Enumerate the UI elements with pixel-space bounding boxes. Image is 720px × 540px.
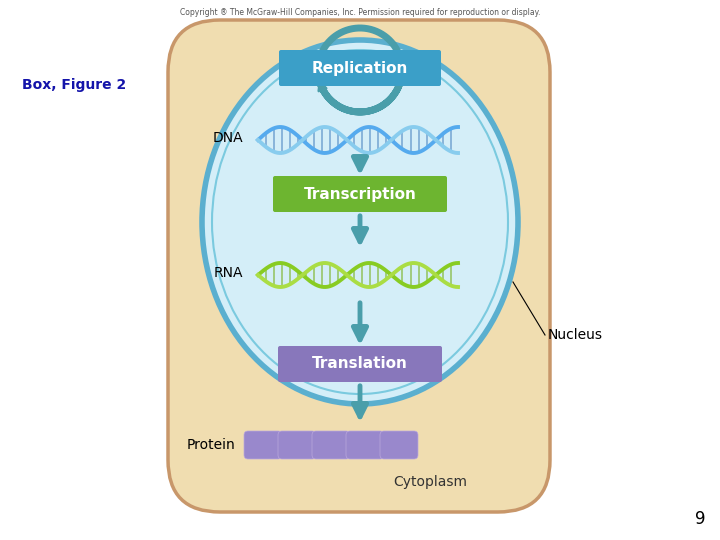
Text: Copyright ® The McGraw-Hill Companies, Inc. Permission required for reproduction: Copyright ® The McGraw-Hill Companies, I…	[180, 8, 540, 17]
Text: Box, Figure 2: Box, Figure 2	[22, 78, 126, 92]
Text: Translation: Translation	[312, 356, 408, 372]
Text: 9: 9	[696, 510, 706, 528]
Text: Replication: Replication	[312, 60, 408, 76]
Text: DNA: DNA	[212, 131, 243, 145]
FancyBboxPatch shape	[278, 346, 442, 382]
FancyBboxPatch shape	[168, 20, 550, 512]
Text: Protein: Protein	[186, 438, 235, 452]
FancyBboxPatch shape	[346, 431, 384, 459]
FancyBboxPatch shape	[278, 431, 316, 459]
Text: Cytoplasm: Cytoplasm	[393, 475, 467, 489]
FancyBboxPatch shape	[244, 431, 282, 459]
FancyBboxPatch shape	[312, 431, 350, 459]
Ellipse shape	[202, 40, 518, 404]
Text: RNA: RNA	[214, 266, 243, 280]
Text: Nucleus: Nucleus	[548, 328, 603, 342]
Text: Transcription: Transcription	[304, 186, 416, 201]
FancyBboxPatch shape	[380, 431, 418, 459]
FancyBboxPatch shape	[279, 50, 441, 86]
FancyBboxPatch shape	[273, 176, 447, 212]
